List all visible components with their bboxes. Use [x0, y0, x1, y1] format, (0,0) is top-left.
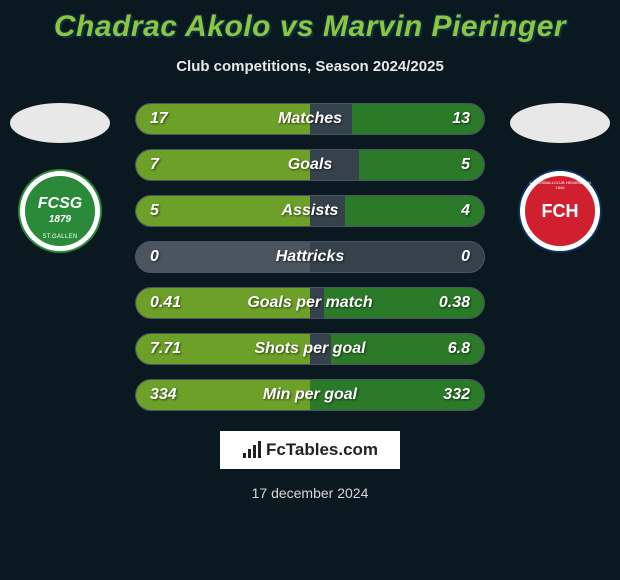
- club-year-text: 1879: [49, 214, 71, 225]
- stat-value-left: 7: [136, 156, 206, 174]
- stat-value-left: 334: [136, 386, 206, 404]
- club-badge-right: 1. FUSSBALLCLUB HEIDENHEIM 1846 FCH: [520, 171, 600, 251]
- stat-value-left: 5: [136, 202, 206, 220]
- stat-row: 7.71Shots per goal6.8: [135, 333, 485, 365]
- stat-value-right: 4: [414, 202, 484, 220]
- stat-row: 0.41Goals per match0.38: [135, 287, 485, 319]
- stat-label: Matches: [206, 110, 414, 128]
- stat-row: 0Hattricks0: [135, 241, 485, 273]
- stat-label: Goals per match: [206, 294, 414, 312]
- stat-value-right: 332: [414, 386, 484, 404]
- comparison-area: FCSG 1879 ST.GALLEN 1. FUSSBALLCLUB HEID…: [0, 103, 620, 411]
- stat-value-right: 5: [414, 156, 484, 174]
- stat-label: Hattricks: [206, 248, 414, 266]
- club-city-text: ST.GALLEN: [42, 234, 77, 240]
- stat-row: 17Matches13: [135, 103, 485, 135]
- brand-badge: FcTables.com: [220, 431, 400, 469]
- stat-label: Shots per goal: [206, 340, 414, 358]
- silhouette-icon: [510, 103, 610, 143]
- stat-value-left: 17: [136, 110, 206, 128]
- date-text: 17 december 2024: [0, 485, 620, 501]
- page-subtitle: Club competitions, Season 2024/2025: [0, 58, 620, 75]
- brand-text: FcTables.com: [266, 440, 378, 460]
- stat-row: 7Goals5: [135, 149, 485, 181]
- stat-value-right: 0.38: [414, 294, 484, 312]
- player-left-avatar: FCSG 1879 ST.GALLEN: [10, 103, 110, 251]
- stat-rows-container: 17Matches137Goals55Assists40Hattricks00.…: [135, 103, 485, 411]
- stat-row: 334Min per goal332: [135, 379, 485, 411]
- stat-value-left: 7.71: [136, 340, 206, 358]
- stat-value-left: 0.41: [136, 294, 206, 312]
- stat-value-right: 6.8: [414, 340, 484, 358]
- stat-value-right: 13: [414, 110, 484, 128]
- stat-value-right: 0: [414, 248, 484, 266]
- player-right-avatar: 1. FUSSBALLCLUB HEIDENHEIM 1846 FCH: [510, 103, 610, 251]
- chart-icon: [242, 441, 262, 459]
- club-abbrev-text: FCSG: [38, 195, 82, 212]
- stat-row: 5Assists4: [135, 195, 485, 227]
- stat-label: Assists: [206, 202, 414, 220]
- club-abbrev-left: FCSG 1879: [38, 197, 82, 226]
- silhouette-icon: [10, 103, 110, 143]
- club-top-text: 1. FUSSBALLCLUB HEIDENHEIM 1846: [529, 180, 592, 190]
- club-abbrev-right: FCH: [542, 201, 579, 222]
- stat-value-left: 0: [136, 248, 206, 266]
- page-title: Chadrac Akolo vs Marvin Pieringer: [0, 10, 620, 44]
- header: Chadrac Akolo vs Marvin Pieringer Club c…: [0, 0, 620, 75]
- club-badge-left: FCSG 1879 ST.GALLEN: [20, 171, 100, 251]
- stat-label: Min per goal: [206, 386, 414, 404]
- stat-label: Goals: [206, 156, 414, 174]
